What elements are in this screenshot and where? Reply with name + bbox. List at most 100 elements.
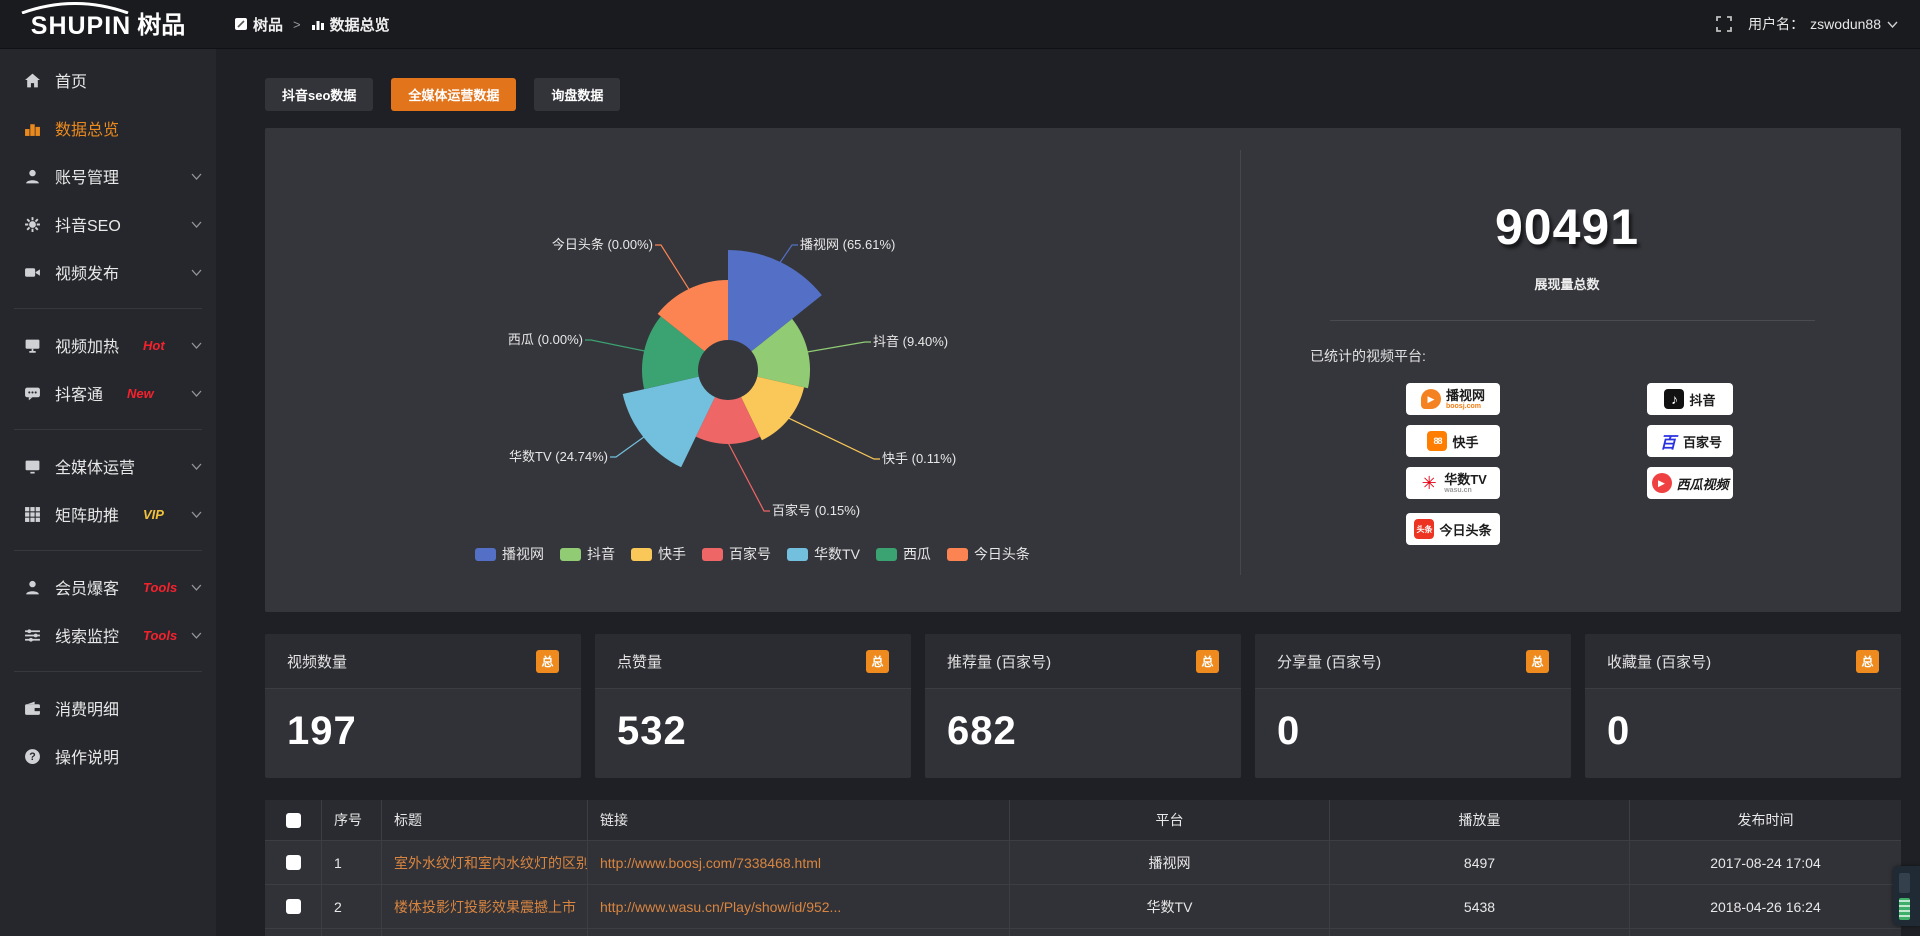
cell-title-link[interactable]: 室外水纹灯和室内水纹灯的区别和简介: [382, 841, 588, 884]
header-link: 链接: [588, 800, 1010, 840]
legend-marker: [946, 547, 968, 561]
cell-url-link[interactable]: http://www.wasu.cn/Play/show/id/952...: [588, 885, 1010, 928]
legend-item-播视网[interactable]: 播视网: [475, 544, 544, 564]
pie-slice-快手[interactable]: [741, 376, 805, 441]
sidebar-item-lead-monitor[interactable]: 线索监控 Tools: [0, 611, 216, 659]
breadcrumb-current[interactable]: 数据总览: [311, 14, 390, 35]
pie-slice-今日头条[interactable]: [657, 280, 728, 352]
panel-divider: [1240, 150, 1241, 575]
sidebar-item-member-leads[interactable]: 会员爆客 Tools: [0, 563, 216, 611]
pie-label: 今日头条 (0.00%): [552, 237, 653, 252]
data-tabs: 抖音seo数据 全媒体运营数据 询盘数据: [265, 78, 621, 111]
sidebar-item-video-publish[interactable]: 视频发布: [0, 248, 216, 296]
cell-no: 1: [322, 841, 382, 884]
legend-item-西瓜[interactable]: 西瓜: [875, 544, 931, 564]
chevron-down-icon: [191, 632, 202, 639]
pie-label: 西瓜 (0.00%): [508, 332, 583, 347]
platform-domain: wasu.cn: [1444, 486, 1472, 494]
total-badge: 总: [1526, 649, 1549, 673]
topbar: SHUPIN 树品 树品 > 数据总览 用户名： zswodun88: [0, 0, 1920, 49]
cell-platform: 华数TV: [1010, 885, 1330, 928]
legend-label: 百家号: [729, 546, 772, 562]
cell-plays: 8497: [1330, 841, 1630, 884]
legend-item-快手[interactable]: 快手: [631, 544, 686, 564]
legend-item-今日头条[interactable]: 今日头条: [946, 544, 1030, 564]
username-value: zswodun88: [1810, 16, 1881, 32]
row-checkbox[interactable]: [285, 855, 301, 870]
sidebar-item-label: 消费明细: [55, 702, 120, 719]
sidebar-item-douyin-seo[interactable]: 抖音SEO: [0, 200, 216, 248]
total-badge: 总: [1196, 649, 1219, 673]
total-impressions-value: 90491: [1494, 199, 1640, 255]
legend-marker: [702, 547, 724, 561]
sidebar-item-account[interactable]: 账号管理: [0, 152, 216, 200]
stat-cards-row: 视频数量 总 197 点赞量 总 532 推荐量 (百家号) 总 682 分享量 (百…: [265, 634, 1901, 778]
legend-item-抖音[interactable]: 抖音: [560, 544, 615, 564]
bar-chart-icon: [25, 123, 40, 136]
floating-widget[interactable]: [1893, 866, 1920, 926]
sidebar-item-video-heat[interactable]: 视频加热 Hot: [0, 321, 216, 369]
cell-plays: 5438: [1330, 885, 1630, 928]
platform-name: 今日头条: [1439, 522, 1492, 538]
floating-widget-bar: [1899, 873, 1910, 893]
chevron-down-icon: [191, 463, 202, 470]
chevron-down-icon: [191, 342, 202, 349]
tab-inquiry-data[interactable]: 询盘数据: [534, 78, 621, 111]
pie-leader-line: [585, 339, 646, 352]
platform-name: 华数TV: [1444, 471, 1487, 487]
sidebar-item-label: 线索监控: [55, 629, 120, 646]
sidebar-item-help[interactable]: ? 操作说明: [0, 732, 216, 780]
row-checkbox[interactable]: [285, 899, 301, 914]
username-label: 用户名：: [1748, 16, 1805, 32]
stat-card-label: 点赞量: [617, 653, 663, 671]
sidebar-item-label: 操作说明: [55, 750, 120, 767]
cell-url-link[interactable]: http://www.boosj.com/7338468.html: [588, 841, 1010, 884]
stat-card-label: 推荐量 (百家号): [947, 653, 1052, 671]
total-badge: 总: [536, 649, 559, 673]
legend-marker: [560, 547, 582, 561]
person-icon: [26, 580, 39, 594]
platform-name: 播视网: [1445, 387, 1485, 403]
cell-title-link[interactable]: 楼体投影灯投影效果震撼上市: [382, 885, 588, 928]
user-menu[interactable]: 用户名： zswodun88: [1748, 14, 1898, 34]
sidebar-item-matrix-boost[interactable]: 矩阵助推 VIP: [0, 490, 216, 538]
logo-text-en: SHUPIN: [30, 12, 132, 40]
legend-label: 抖音: [587, 546, 616, 562]
stat-card-label: 收藏量 (百家号): [1607, 653, 1712, 671]
legend-item-百家号[interactable]: 百家号: [702, 544, 771, 564]
chevron-down-icon: [191, 173, 202, 180]
sidebar-divider: [14, 429, 202, 430]
sidebar-item-label: 抖音SEO: [55, 218, 121, 235]
home-icon: [25, 73, 40, 87]
sidebar-item-omni-media[interactable]: 全媒体运营: [0, 442, 216, 490]
hot-tag: Hot: [143, 337, 165, 353]
select-all-checkbox[interactable]: [285, 812, 301, 828]
pie-slice-百家号[interactable]: [695, 397, 761, 444]
pie-chart[interactable]: 播视网 (65.61%) 抖音 (9.40%) 快手 (0.11%) 百家号 (0.1…: [265, 128, 1240, 612]
stat-card-label: 视频数量: [287, 653, 348, 671]
pie-slice-西瓜[interactable]: [642, 316, 705, 390]
tab-douyin-seo-data[interactable]: 抖音seo数据: [265, 78, 374, 111]
breadcrumb: 树品 > 数据总览: [234, 14, 390, 35]
sidebar-item-label: 抖客通: [55, 387, 104, 404]
pie-slice-华数TV[interactable]: [622, 376, 715, 468]
header-plays: 播放量: [1330, 800, 1630, 840]
pie-leader-line: [778, 244, 798, 265]
breadcrumb-root[interactable]: 树品: [234, 14, 283, 35]
fullscreen-icon[interactable]: [1716, 16, 1733, 32]
legend-item-华数TV[interactable]: 华数TV: [787, 544, 860, 564]
header-platform: 平台: [1010, 800, 1330, 840]
platform-domain: boosj.com: [1445, 402, 1481, 410]
sidebar-item-home[interactable]: 首页: [0, 56, 216, 104]
sidebar-item-data-overview[interactable]: 数据总览: [0, 104, 216, 152]
pie-slice-抖音[interactable]: [751, 318, 810, 389]
tab-omni-media-data[interactable]: 全媒体运营数据: [391, 78, 517, 111]
breadcrumb-root-label: 树品: [253, 16, 284, 34]
logo-text-cn: 树品: [137, 12, 186, 39]
chevron-down-icon: [191, 390, 202, 397]
pie-slice-播视网[interactable]: [728, 250, 822, 352]
sidebar-item-doketong[interactable]: 抖客通 New: [0, 369, 216, 417]
stat-card-favorites: 收藏量 (百家号) 总 0: [1585, 634, 1901, 778]
platform-name: 西瓜视频: [1676, 476, 1729, 492]
sidebar-item-spending[interactable]: 消费明细: [0, 684, 216, 732]
